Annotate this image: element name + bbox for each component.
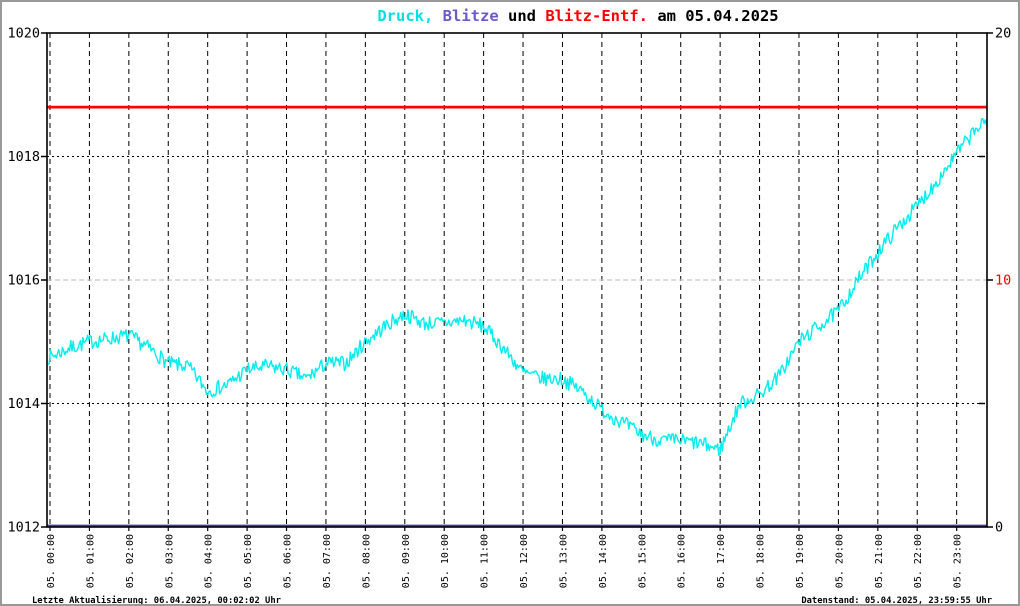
x-tick-label: 05. 04:00 (204, 534, 215, 588)
gridline-layer (47, 33, 987, 527)
y-left-tick-label: 1020 (7, 26, 40, 42)
x-tick-label: 05. 03:00 (164, 534, 175, 588)
x-tick-label: 05. 23:00 (953, 534, 964, 588)
x-tick-label: 05. 15:00 (637, 534, 648, 588)
title-part: Druck, (377, 7, 433, 25)
x-tick-label: 05. 09:00 (401, 534, 412, 588)
y-right-tick-label: 20 (995, 26, 1011, 42)
x-tick-label: 05. 16:00 (677, 534, 688, 588)
title-part: Blitze (433, 7, 498, 25)
y-left-tick-label: 1018 (7, 149, 40, 165)
x-tick-label: 05. 00:00 (46, 534, 57, 588)
axes-layer (41, 32, 993, 531)
y-right-tick-label: 10 (995, 273, 1011, 289)
x-tick-label: 05. 14:00 (598, 534, 609, 588)
x-tick-label: 05. 05:00 (243, 534, 254, 588)
x-tick-label: 05. 08:00 (361, 534, 372, 588)
x-tick-label: 05. 20:00 (834, 534, 845, 588)
x-tick-label: 05. 01:00 (85, 534, 96, 588)
title-part: Blitz-Entf. (536, 7, 648, 25)
y-left-tick-label: 1016 (7, 273, 40, 289)
series-druck-trace (47, 118, 988, 456)
x-tick-label: 05. 10:00 (440, 534, 451, 588)
x-tick-label: 05. 11:00 (480, 534, 491, 588)
title-part: am 05.04.2025 (648, 7, 779, 25)
x-tick-label: 05. 18:00 (756, 534, 767, 588)
x-tick-label: 05. 17:00 (716, 534, 727, 588)
x-tick-label: 05. 21:00 (874, 534, 885, 588)
x-tick-label: 05. 02:00 (125, 534, 136, 588)
x-tick-label: 05. 22:00 (913, 534, 924, 588)
last-update-text: Letzte Aktualisierung: 06.04.2025, 00:02… (32, 595, 281, 606)
x-tick-label: 05. 07:00 (322, 534, 333, 588)
x-tick-label: 05. 19:00 (795, 534, 806, 588)
x-tick-label: 05. 06:00 (283, 534, 294, 588)
x-tick-label: 05. 12:00 (519, 534, 530, 588)
x-tick-label: 05. 13:00 (558, 534, 569, 588)
title-part: und (499, 7, 536, 25)
y-right-tick-label: 0 (995, 520, 1003, 536)
chart-title: Druck, Blitze und Blitz-Entf. am 05.04.2… (377, 7, 778, 25)
series-layer (47, 105, 988, 527)
y-left-tick-label: 1012 (7, 520, 40, 536)
y-left-tick-label: 1014 (7, 396, 40, 412)
data-timestamp-text: Datenstand: 05.04.2025, 23:59:55 Uhr (801, 596, 992, 606)
